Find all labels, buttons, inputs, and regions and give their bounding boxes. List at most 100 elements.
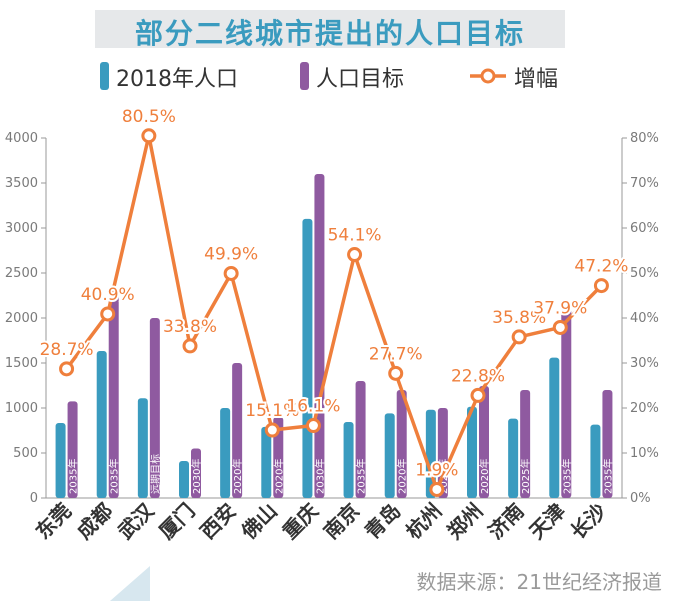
bar-2018-population	[590, 424, 601, 498]
growth-point	[347, 247, 363, 263]
bar-population-target	[561, 309, 572, 498]
bar-population-target	[67, 401, 78, 498]
legend-label: 2018年人口	[116, 67, 238, 92]
growth-data-label: 33.8%	[163, 317, 217, 337]
bar-2018-population	[343, 422, 354, 498]
category-label: 佛山	[236, 499, 282, 545]
y-tick-label: 2000	[5, 311, 38, 326]
y2-tick-label: 70%	[630, 176, 659, 191]
category-label: 杭州	[401, 499, 446, 544]
target-year-label: 2035年	[355, 459, 368, 494]
growth-point	[141, 128, 157, 144]
legend-swatch	[300, 62, 309, 90]
y2-tick-label: 50%	[630, 266, 659, 281]
category-label: 天津	[525, 499, 570, 544]
y-tick-label: 1500	[5, 356, 38, 371]
y-tick-label: 1000	[5, 401, 38, 416]
growth-point	[305, 418, 321, 434]
target-year-label: 2020年	[478, 459, 491, 494]
growth-point	[593, 278, 609, 294]
legend-marker	[480, 68, 496, 84]
bar-population-target	[355, 381, 366, 498]
growth-line	[65, 134, 603, 492]
bar-2018-population	[137, 398, 148, 498]
category-label: 青岛	[360, 499, 405, 544]
bar-population-target	[108, 291, 119, 498]
chart-title: 部分二线城市提出的人口目标	[134, 17, 525, 50]
bar-population-target	[149, 318, 160, 498]
growth-data-label: 54.1%	[328, 226, 382, 246]
y2-tick-label: 20%	[630, 401, 659, 416]
growth-point	[182, 338, 198, 354]
bar-2018-population	[220, 408, 231, 498]
y2-tick-label: 40%	[630, 311, 659, 326]
growth-data-label: 49.9%	[204, 244, 258, 264]
category-label: 济南	[483, 499, 528, 544]
y-tick-label: 4000	[5, 131, 38, 146]
bar-population-target	[314, 174, 325, 498]
target-year-label: 2025年	[519, 459, 532, 494]
growth-data-label: 40.9%	[81, 285, 135, 305]
bar-2018-population	[261, 426, 272, 498]
y2-tick-label: 0%	[630, 491, 651, 506]
bar-population-target	[232, 363, 243, 498]
growth-data-label: 47.2%	[574, 257, 628, 277]
legend-swatch	[100, 62, 109, 90]
growth-point	[223, 265, 239, 281]
bar-2018-population	[179, 461, 189, 498]
growth-data-label: 22.8%	[451, 366, 505, 386]
growth-data-label: 27.7%	[369, 344, 423, 364]
growth-data-label: 37.9%	[533, 298, 587, 318]
target-year-label: 2020年	[396, 459, 409, 494]
bar-population-target	[191, 448, 201, 498]
target-year-label: 2020年	[272, 459, 285, 494]
bar-population-target	[479, 385, 489, 498]
bar-2018-population	[302, 218, 313, 498]
category-label: 厦门	[154, 499, 199, 544]
target-year-label: 2020年	[231, 459, 244, 494]
growth-data-label: 28.7%	[40, 340, 94, 360]
y2-tick-label: 10%	[630, 446, 659, 461]
bar-2018-population	[384, 413, 395, 498]
decorative-corner	[110, 566, 150, 601]
growth-point	[388, 365, 404, 381]
bar-population-target	[520, 390, 531, 498]
growth-point	[100, 306, 116, 322]
legend-label: 增幅	[514, 67, 558, 92]
y-tick-label: 2500	[5, 266, 38, 281]
bar-2018-population	[467, 406, 477, 498]
data-source: 数据来源：21世纪经济报道	[416, 570, 662, 594]
bar-2018-population	[55, 422, 66, 498]
y-tick-label: 3000	[5, 221, 38, 236]
legend-label: 人口目标	[316, 67, 404, 92]
y2-tick-label: 80%	[630, 131, 659, 146]
category-label: 郑州	[442, 499, 487, 544]
growth-data-label: 80.5%	[122, 107, 176, 127]
y2-tick-label: 60%	[630, 221, 659, 236]
growth-point	[59, 361, 75, 377]
y2-tick-label: 30%	[630, 356, 659, 371]
growth-data-label: 15.1%	[245, 401, 299, 421]
title-background	[95, 10, 565, 48]
bar-2018-population	[549, 357, 560, 498]
growth-point	[429, 481, 445, 497]
y-tick-label: 500	[13, 446, 38, 461]
target-year-label: 远期目标	[150, 454, 162, 494]
bar-population-target	[273, 417, 284, 498]
growth-data-label: 35.8%	[492, 308, 546, 328]
bar-population-target	[602, 390, 613, 498]
target-year-label: 2035年	[108, 459, 121, 494]
category-label: 重庆	[278, 499, 323, 544]
y-tick-label: 3500	[5, 176, 38, 191]
category-label: 武汉	[113, 498, 159, 544]
growth-point	[511, 329, 527, 345]
bar-2018-population	[96, 351, 107, 498]
target-year-label: 2035年	[560, 459, 573, 494]
bar-population-target	[396, 390, 407, 498]
category-label: 成都	[72, 499, 117, 544]
category-label: 长沙	[566, 499, 611, 544]
target-year-label: 2035年	[601, 459, 614, 494]
y-tick-label: 0	[30, 491, 38, 506]
growth-point	[552, 319, 568, 335]
